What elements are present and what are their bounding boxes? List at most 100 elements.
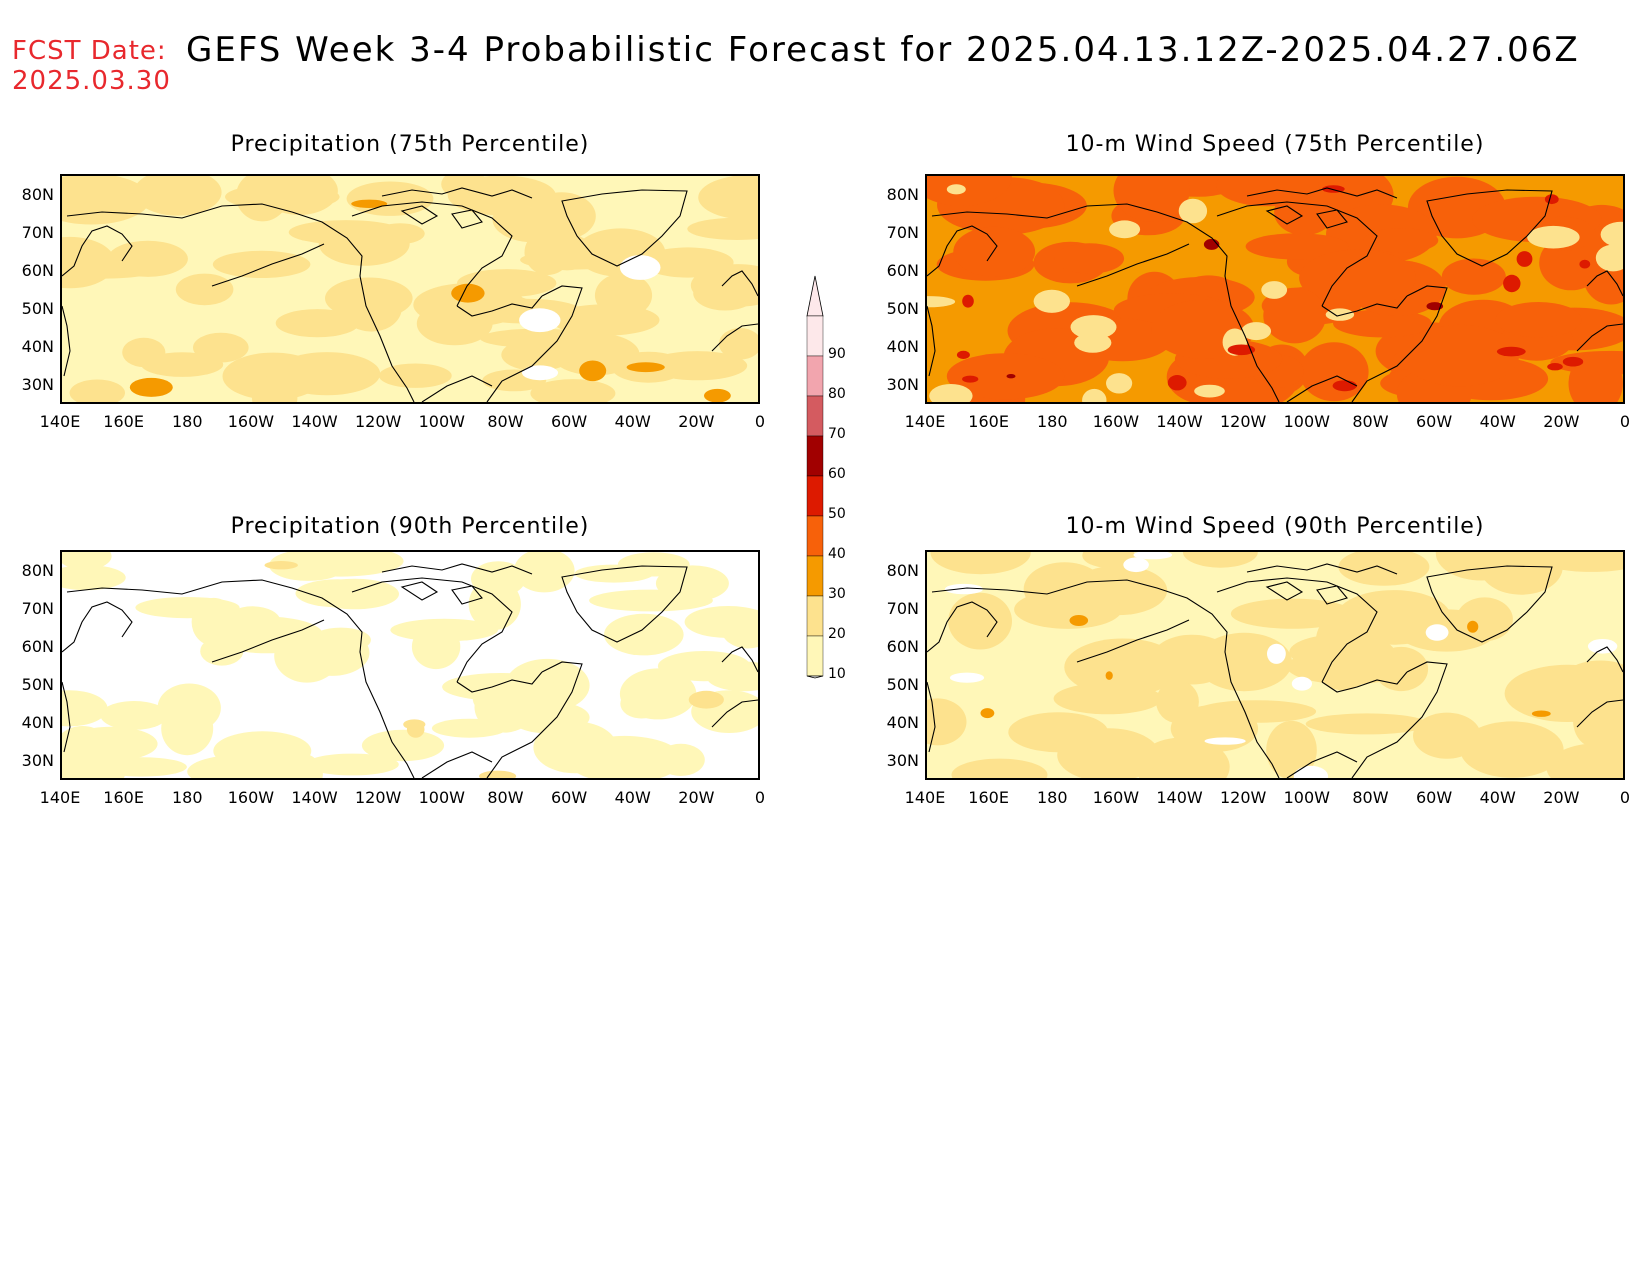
map-precip-75 — [60, 174, 760, 404]
colorbar-label: 60 — [828, 466, 846, 482]
field-patch-20-30 — [1054, 582, 1112, 619]
field-patch-40-50 — [1054, 243, 1125, 274]
field-patch-40-50 — [1216, 176, 1319, 207]
forecast-date-label: FCST Date: — [12, 36, 167, 66]
coastline — [451, 209, 483, 229]
field-patch-20-30 — [107, 240, 188, 277]
lat-label: 60N — [886, 637, 919, 656]
field-patch-40-50 — [953, 226, 1036, 277]
field-patch-10-20 — [269, 552, 347, 581]
field-patch-20-30 — [1183, 552, 1258, 568]
field-patch-20-30 — [1527, 225, 1580, 249]
coastline — [62, 225, 133, 277]
field-patch-10-20 — [305, 753, 399, 776]
lat-label: 50N — [886, 299, 919, 318]
lat-label: 30N — [886, 375, 919, 394]
coastline — [927, 305, 936, 377]
coastline — [456, 671, 543, 693]
lon-label: 40W — [1479, 788, 1516, 807]
lon-label: 120W — [354, 788, 402, 807]
lon-label: 20W — [1543, 412, 1580, 431]
field-patch-10-20 — [62, 565, 126, 591]
field-patch-under-10 — [1204, 737, 1246, 745]
coastline — [721, 270, 758, 297]
lat-label: 40N — [886, 337, 919, 356]
field-patch-20-30 — [325, 277, 413, 320]
coastline — [1321, 671, 1408, 693]
field-patch-40-50 — [1113, 176, 1190, 222]
coastline — [1265, 205, 1304, 225]
lon-label: 80W — [1352, 788, 1389, 807]
field-patch-40-50 — [1495, 302, 1582, 338]
field-patch-under-10 — [1425, 624, 1449, 641]
field-patch-20-30 — [1435, 552, 1527, 581]
field-patch-30-40 — [1069, 615, 1089, 626]
field-patch-50-60 — [1579, 259, 1591, 269]
lon-label: 60W — [550, 788, 588, 807]
coastline — [66, 203, 415, 402]
coastline — [1586, 646, 1623, 673]
field-patch-50-60 — [1516, 251, 1533, 267]
field-patch-20-30 — [256, 176, 305, 213]
panel-title-wind-75: 10-m Wind Speed (75th Percentile) — [1065, 132, 1485, 157]
lon-label: 40W — [614, 412, 651, 431]
field-patch-40-50 — [1263, 287, 1327, 344]
field-patch-50-60 — [1332, 380, 1357, 392]
field-patch-10-20 — [62, 552, 112, 570]
field-patch-20-30 — [1230, 598, 1355, 629]
coastline — [1246, 563, 1398, 575]
field-patch-20-30 — [946, 184, 966, 195]
map-precip-90 — [60, 550, 760, 780]
field-patch-20-30 — [930, 552, 1031, 575]
field-patch-40-50 — [1245, 233, 1349, 260]
lon-label: 120W — [1219, 788, 1267, 807]
lon-label: 180 — [1036, 788, 1068, 807]
field-patch-10-20 — [721, 608, 758, 649]
field-patch-10-20 — [100, 701, 168, 730]
field-patch-under-10 — [1123, 557, 1149, 573]
field-patch-20-30 — [1082, 552, 1135, 568]
lat-label: 80N — [886, 185, 919, 204]
lat-label: 80N — [886, 561, 919, 580]
coastline — [211, 243, 325, 287]
coastline — [1351, 661, 1448, 778]
field-patch-50-60 — [1503, 274, 1521, 293]
lon-label: 80W — [487, 412, 524, 431]
map-precip-75-field — [62, 176, 758, 402]
colorbar-swatch — [806, 355, 824, 397]
field-patch-40-50 — [946, 353, 1065, 400]
lat-label: 70N — [21, 223, 54, 242]
field-patch-20-30 — [594, 273, 653, 318]
coastline — [1216, 201, 1378, 307]
lon-label: 80W — [1352, 412, 1389, 431]
field-patch-30-40 — [1105, 671, 1113, 680]
forecast-date-value: 2025.03.30 — [12, 66, 171, 96]
field-patch-under-10 — [944, 583, 984, 595]
lon-label: 160E — [103, 788, 144, 807]
field-patch-under-10 — [949, 672, 985, 683]
field-patch-20-30 — [1546, 743, 1623, 778]
field-patch-20-30 — [1530, 552, 1623, 572]
field-patch-20-30 — [1070, 315, 1117, 340]
lon-label: 80W — [487, 788, 524, 807]
field-patch-30-40 — [980, 708, 995, 719]
coastline — [927, 601, 998, 653]
field-patch-20-30 — [929, 384, 973, 402]
field-patch-10-20 — [431, 718, 507, 738]
field-patch-20-30 — [273, 352, 381, 396]
lat-label: 40N — [21, 337, 54, 356]
field-patch-20-30 — [951, 758, 1048, 778]
colorbar-label: 40 — [828, 546, 846, 562]
coastline — [561, 189, 688, 267]
field-patch-20-30 — [1413, 712, 1481, 759]
field-patch-10-20 — [514, 552, 575, 593]
field-patch-10-20 — [310, 578, 399, 610]
coastline — [927, 681, 936, 753]
field-patch-20-30 — [212, 250, 311, 278]
field-patch-20-30 — [1033, 289, 1070, 313]
field-patch-20-30 — [264, 561, 298, 570]
field-patch-10-20 — [64, 726, 158, 761]
field-patch-50-60 — [1562, 356, 1584, 367]
coastline — [1426, 565, 1553, 643]
lon-label: 160W — [1092, 788, 1140, 807]
